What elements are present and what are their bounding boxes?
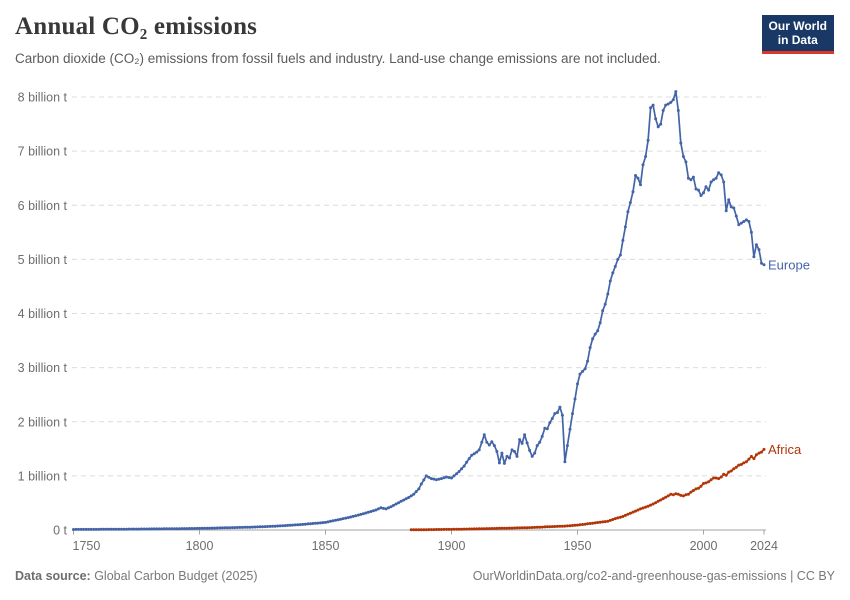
series-line-africa <box>410 448 765 531</box>
data-source-note: Data source: Global Carbon Budget (2025) <box>15 569 258 583</box>
series-markers-europe <box>72 90 766 531</box>
owid-logo-line1: Our World <box>768 19 827 33</box>
x-tick-label: 1950 <box>564 539 592 553</box>
y-tick-label: 5 billion t <box>18 253 68 267</box>
x-tick-label: 1900 <box>438 539 466 553</box>
y-tick-label: 1 billion t <box>18 469 68 483</box>
owid-logo-line2: in Data <box>777 33 818 48</box>
chart-footer: Data source: Global Carbon Budget (2025)… <box>15 569 835 583</box>
y-tick-label: 4 billion t <box>18 307 68 321</box>
x-tick-label: 1800 <box>186 539 214 553</box>
x-tick-label: 2000 <box>690 539 718 553</box>
series-label-africa: Africa <box>768 442 802 457</box>
owid-url-link[interactable]: OurWorldinData.org/co2-and-greenhouse-ga… <box>472 569 835 583</box>
y-tick-label: 7 billion t <box>18 145 68 159</box>
chart-subtitle: Carbon dioxide (CO₂) emissions from foss… <box>15 51 661 66</box>
y-tick-label: 2 billion t <box>18 415 68 429</box>
data-source-value: Global Carbon Budget (2025) <box>90 569 258 583</box>
series-line-europe <box>72 90 765 531</box>
x-tick-label: 2024 <box>750 539 778 553</box>
series-markers-africa <box>409 447 766 532</box>
series-label-europe: Europe <box>768 257 810 272</box>
x-tick-label: 1750 <box>73 539 101 553</box>
data-source-label: Data source: <box>15 569 91 583</box>
owid-logo[interactable]: Our World in Data <box>761 15 834 54</box>
chart-header: Annual CO₂ emissions Carbon dioxide (CO₂… <box>15 13 740 66</box>
y-tick-label: 6 billion t <box>18 199 68 213</box>
x-tick-label: 1850 <box>312 539 340 553</box>
chart-title: Annual CO₂ emissions <box>15 13 258 40</box>
y-tick-label: 8 billion t <box>18 91 68 105</box>
y-tick-label: 0 t <box>53 524 67 538</box>
y-tick-label: 3 billion t <box>18 361 68 375</box>
